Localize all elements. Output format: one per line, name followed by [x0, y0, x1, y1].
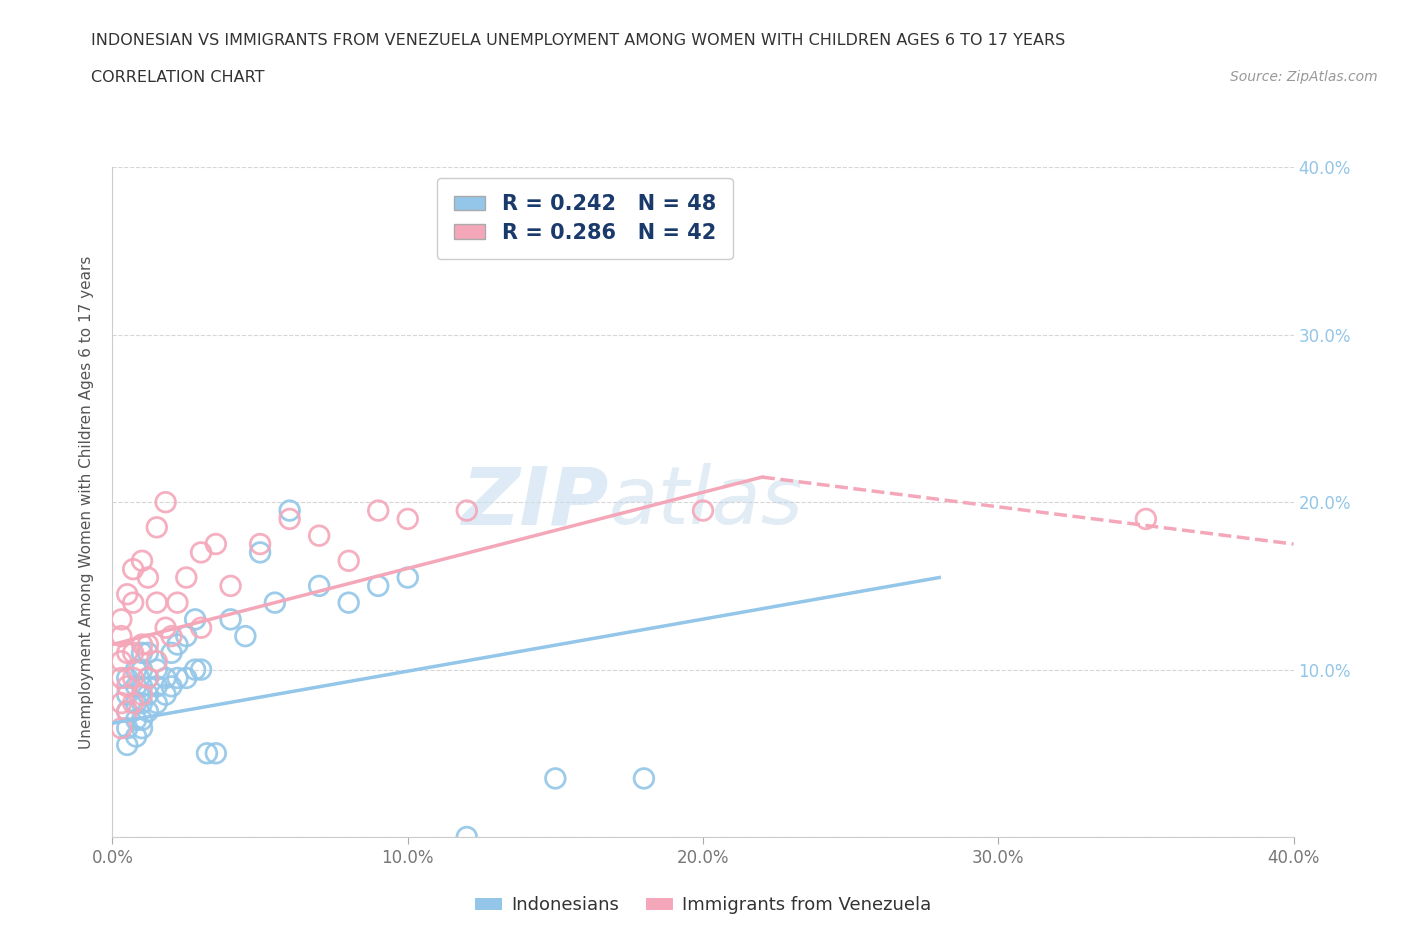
Point — [131, 645, 153, 660]
Point — [131, 721, 153, 736]
Point — [125, 662, 148, 677]
Point — [155, 495, 177, 510]
Point — [190, 620, 212, 635]
Point — [155, 687, 177, 702]
Point — [184, 612, 207, 627]
Point — [155, 620, 177, 635]
Point — [184, 662, 207, 677]
Point — [136, 671, 159, 685]
Legend: Indonesians, Immigrants from Venezuela: Indonesians, Immigrants from Venezuela — [468, 889, 938, 922]
Point — [396, 512, 419, 526]
Point — [122, 595, 145, 610]
Point — [337, 553, 360, 568]
Point — [249, 537, 271, 551]
Point — [131, 662, 153, 677]
Point — [278, 512, 301, 526]
Point — [136, 671, 159, 685]
Point — [146, 679, 169, 694]
Point — [117, 671, 138, 685]
Point — [166, 671, 188, 685]
Point — [456, 830, 478, 844]
Point — [146, 520, 169, 535]
Point — [219, 578, 242, 593]
Point — [205, 537, 228, 551]
Point — [131, 679, 153, 694]
Point — [195, 746, 218, 761]
Point — [110, 629, 132, 644]
Point — [174, 570, 197, 585]
Point — [117, 645, 138, 660]
Point — [146, 654, 169, 669]
Point — [125, 696, 148, 711]
Point — [155, 671, 177, 685]
Point — [136, 687, 159, 702]
Point — [166, 595, 188, 610]
Point — [125, 729, 148, 744]
Point — [117, 721, 138, 736]
Point — [396, 570, 419, 585]
Point — [131, 696, 153, 711]
Point — [110, 671, 132, 685]
Point — [117, 704, 138, 719]
Point — [146, 662, 169, 677]
Point — [456, 503, 478, 518]
Point — [160, 679, 183, 694]
Point — [633, 771, 655, 786]
Point — [166, 637, 188, 652]
Point — [136, 637, 159, 652]
Point — [264, 595, 287, 610]
Point — [131, 553, 153, 568]
Point — [122, 671, 145, 685]
Point — [160, 645, 183, 660]
Point — [174, 629, 197, 644]
Point — [544, 771, 567, 786]
Point — [110, 612, 132, 627]
Point — [146, 595, 169, 610]
Point — [136, 704, 159, 719]
Point — [117, 679, 138, 694]
Point — [125, 679, 148, 694]
Point — [117, 704, 138, 719]
Point — [117, 737, 138, 752]
Point — [117, 587, 138, 602]
Point — [125, 712, 148, 727]
Point — [136, 645, 159, 660]
Y-axis label: Unemployment Among Women with Children Ages 6 to 17 years: Unemployment Among Women with Children A… — [79, 256, 94, 749]
Point — [117, 687, 138, 702]
Point — [367, 578, 389, 593]
Point — [190, 545, 212, 560]
Point — [308, 528, 330, 543]
Point — [110, 654, 132, 669]
Point — [1135, 512, 1157, 526]
Text: CORRELATION CHART: CORRELATION CHART — [91, 70, 264, 85]
Point — [122, 645, 145, 660]
Point — [131, 687, 153, 702]
Point — [337, 595, 360, 610]
Point — [249, 545, 271, 560]
Point — [160, 629, 183, 644]
Point — [367, 503, 389, 518]
Point — [122, 696, 145, 711]
Point — [308, 578, 330, 593]
Point — [131, 637, 153, 652]
Point — [278, 503, 301, 518]
Point — [146, 696, 169, 711]
Text: atlas: atlas — [609, 463, 803, 541]
Point — [233, 629, 256, 644]
Point — [205, 746, 228, 761]
Point — [190, 662, 212, 677]
Point — [110, 721, 132, 736]
Text: Source: ZipAtlas.com: Source: ZipAtlas.com — [1230, 70, 1378, 84]
Text: INDONESIAN VS IMMIGRANTS FROM VENEZUELA UNEMPLOYMENT AMONG WOMEN WITH CHILDREN A: INDONESIAN VS IMMIGRANTS FROM VENEZUELA … — [91, 33, 1066, 47]
Point — [136, 570, 159, 585]
Point — [219, 612, 242, 627]
Point — [110, 696, 132, 711]
Point — [692, 503, 714, 518]
Point — [131, 712, 153, 727]
Point — [122, 562, 145, 577]
Point — [174, 671, 197, 685]
Text: ZIP: ZIP — [461, 463, 609, 541]
